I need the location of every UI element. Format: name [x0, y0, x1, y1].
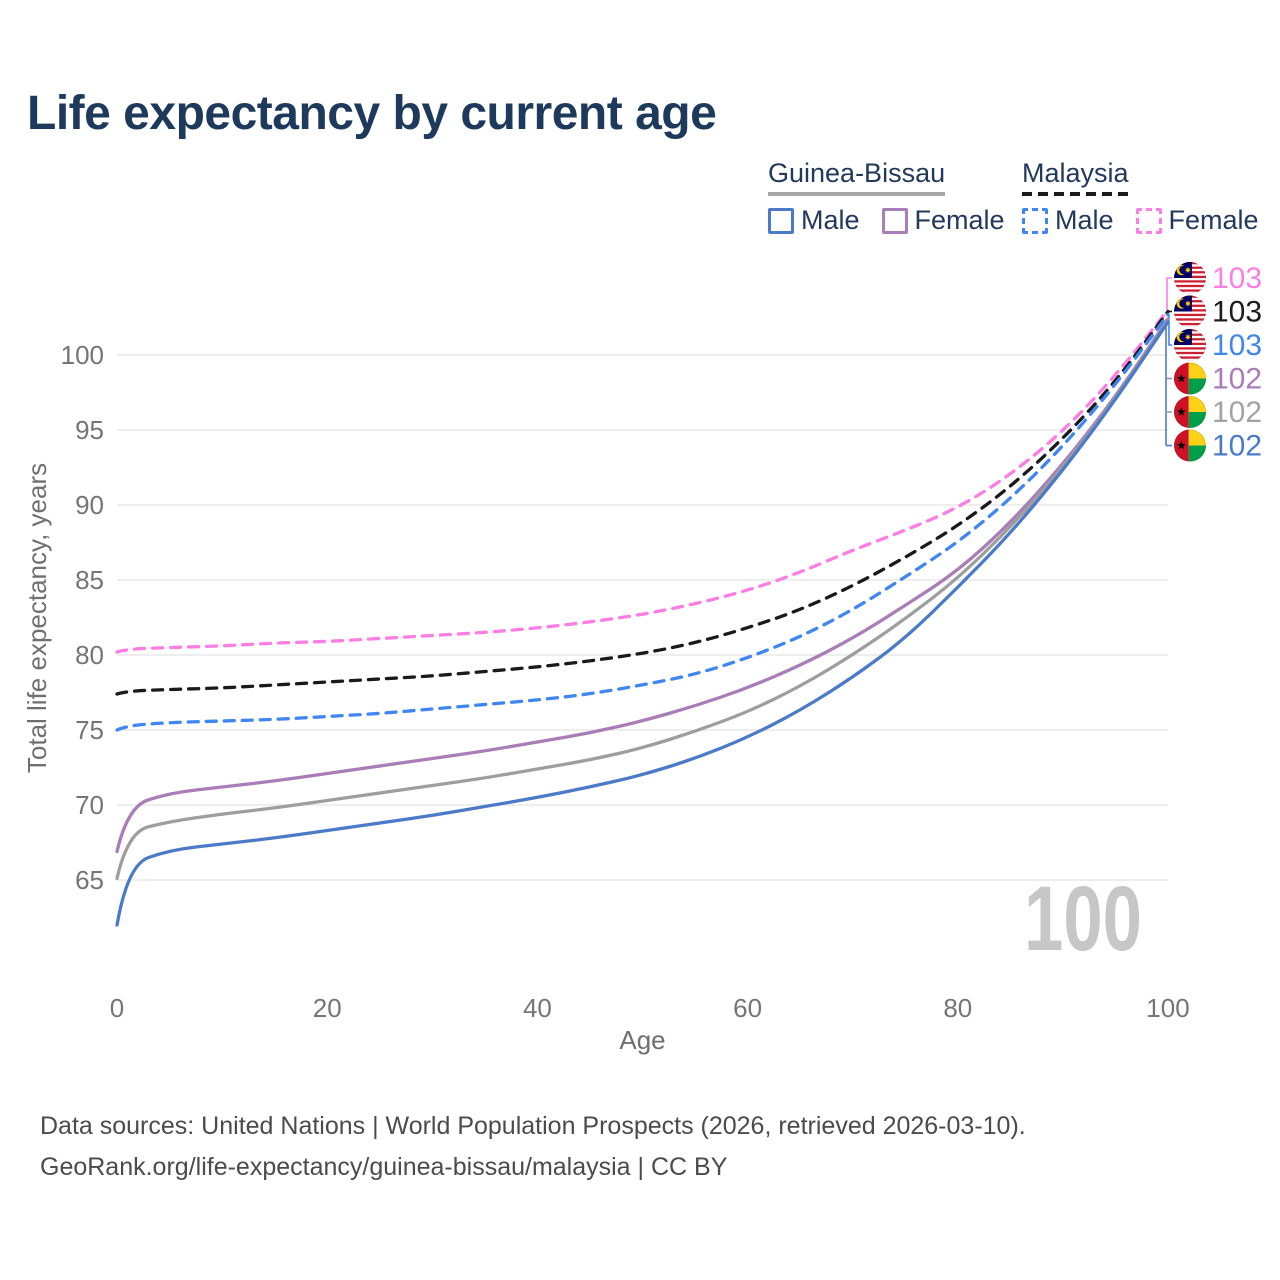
x-tick-label: 100 — [1146, 993, 1189, 1023]
legend-item-malaysia-female[interactable]: Female — [1135, 205, 1259, 236]
x-tick-label: 80 — [943, 993, 972, 1023]
y-tick-label: 65 — [75, 865, 104, 895]
age-watermark: 100 — [1024, 868, 1142, 970]
series-line-gw-female — [115, 317, 1170, 854]
series-line-my-male — [115, 312, 1170, 732]
legend-header-malaysia: Malaysia — [1022, 158, 1129, 196]
y-tick-label: 100 — [61, 340, 104, 370]
checkbox-guinea-bissau-male[interactable] — [768, 207, 794, 234]
legend-country-label: Guinea-Bissau — [768, 158, 946, 188]
legend-item-label: Male — [1055, 205, 1114, 235]
legend-group-guinea-bissau: Guinea-Bissau Male Female — [768, 158, 1005, 236]
y-tick-label: 85 — [75, 565, 104, 595]
legend-header-guinea-bissau: Guinea-Bissau — [768, 158, 946, 196]
flag-icon-malaysia — [1174, 262, 1206, 294]
flag-icon-malaysia — [1174, 295, 1206, 328]
y-tick-label: 70 — [75, 790, 104, 820]
x-tick-label: 40 — [523, 993, 552, 1023]
legend-item-guinea-bissau-male[interactable]: Male — [768, 205, 860, 236]
x-tick-label: 20 — [313, 993, 342, 1023]
flag-icon-guinea-bissau — [1174, 396, 1206, 428]
legend-item-label: Female — [1168, 205, 1259, 235]
legend-item-label: Female — [914, 205, 1005, 235]
legend-group-malaysia: Malaysia Male Female — [1022, 158, 1259, 236]
footer-line-attribution: GeoRank.org/life-expectancy/guinea-bissa… — [40, 1153, 728, 1181]
flag-icon-malaysia — [1174, 329, 1206, 361]
checkbox-malaysia-female[interactable] — [1135, 207, 1162, 234]
legend-linestyle-solid — [768, 192, 946, 196]
flag-icon-guinea-bissau — [1174, 362, 1206, 395]
checkbox-guinea-bissau-female[interactable] — [881, 207, 908, 234]
checkbox-malaysia-male[interactable] — [1022, 207, 1048, 234]
end-label-gw-female: 102 — [1212, 363, 1262, 396]
series-line-gw-male — [115, 320, 1170, 927]
data-sources-footer: Data sources: United Nations | World Pop… — [40, 1106, 1026, 1188]
x-axis-title: Age — [619, 1025, 665, 1055]
label-leader-line — [1168, 314, 1172, 346]
series-line-my-female — [115, 308, 1170, 654]
legend-items-malaysia: Male Female — [1022, 205, 1259, 236]
end-label-gw-male: 102 — [1212, 430, 1262, 463]
x-tick-label: 0 — [110, 993, 124, 1023]
end-label-my-female: 103 — [1212, 262, 1262, 295]
legend-item-label: Male — [801, 205, 860, 235]
flag-icon-guinea-bissau — [1174, 429, 1206, 462]
end-label-gw-both: 102 — [1212, 396, 1262, 429]
y-tick-label: 75 — [75, 715, 104, 745]
legend-item-malaysia-male[interactable]: Male — [1022, 205, 1114, 236]
series-line-gw-both — [115, 318, 1170, 881]
y-tick-label: 95 — [75, 415, 104, 445]
series-line-my-both — [115, 309, 1170, 696]
end-label-my-male: 103 — [1212, 329, 1262, 362]
y-tick-label: 80 — [75, 640, 104, 670]
label-leader-line — [1166, 277, 1172, 310]
legend-linestyle-dashed — [1022, 192, 1129, 196]
y-axis-title: Total life expectancy, years — [22, 463, 52, 773]
footer-line-sources: Data sources: United Nations | World Pop… — [40, 1112, 1026, 1140]
legend-item-guinea-bissau-female[interactable]: Female — [881, 205, 1005, 236]
page-title: Life expectancy by current age — [27, 87, 717, 140]
legend-country-label: Malaysia — [1022, 158, 1129, 188]
y-tick-label: 90 — [75, 490, 104, 520]
legend: Guinea-Bissau Male Female Malaysia — [0, 158, 1280, 248]
end-label-my-both: 103 — [1212, 296, 1262, 329]
legend-items-guinea-bissau: Male Female — [768, 205, 1005, 236]
x-tick-label: 60 — [733, 993, 762, 1023]
